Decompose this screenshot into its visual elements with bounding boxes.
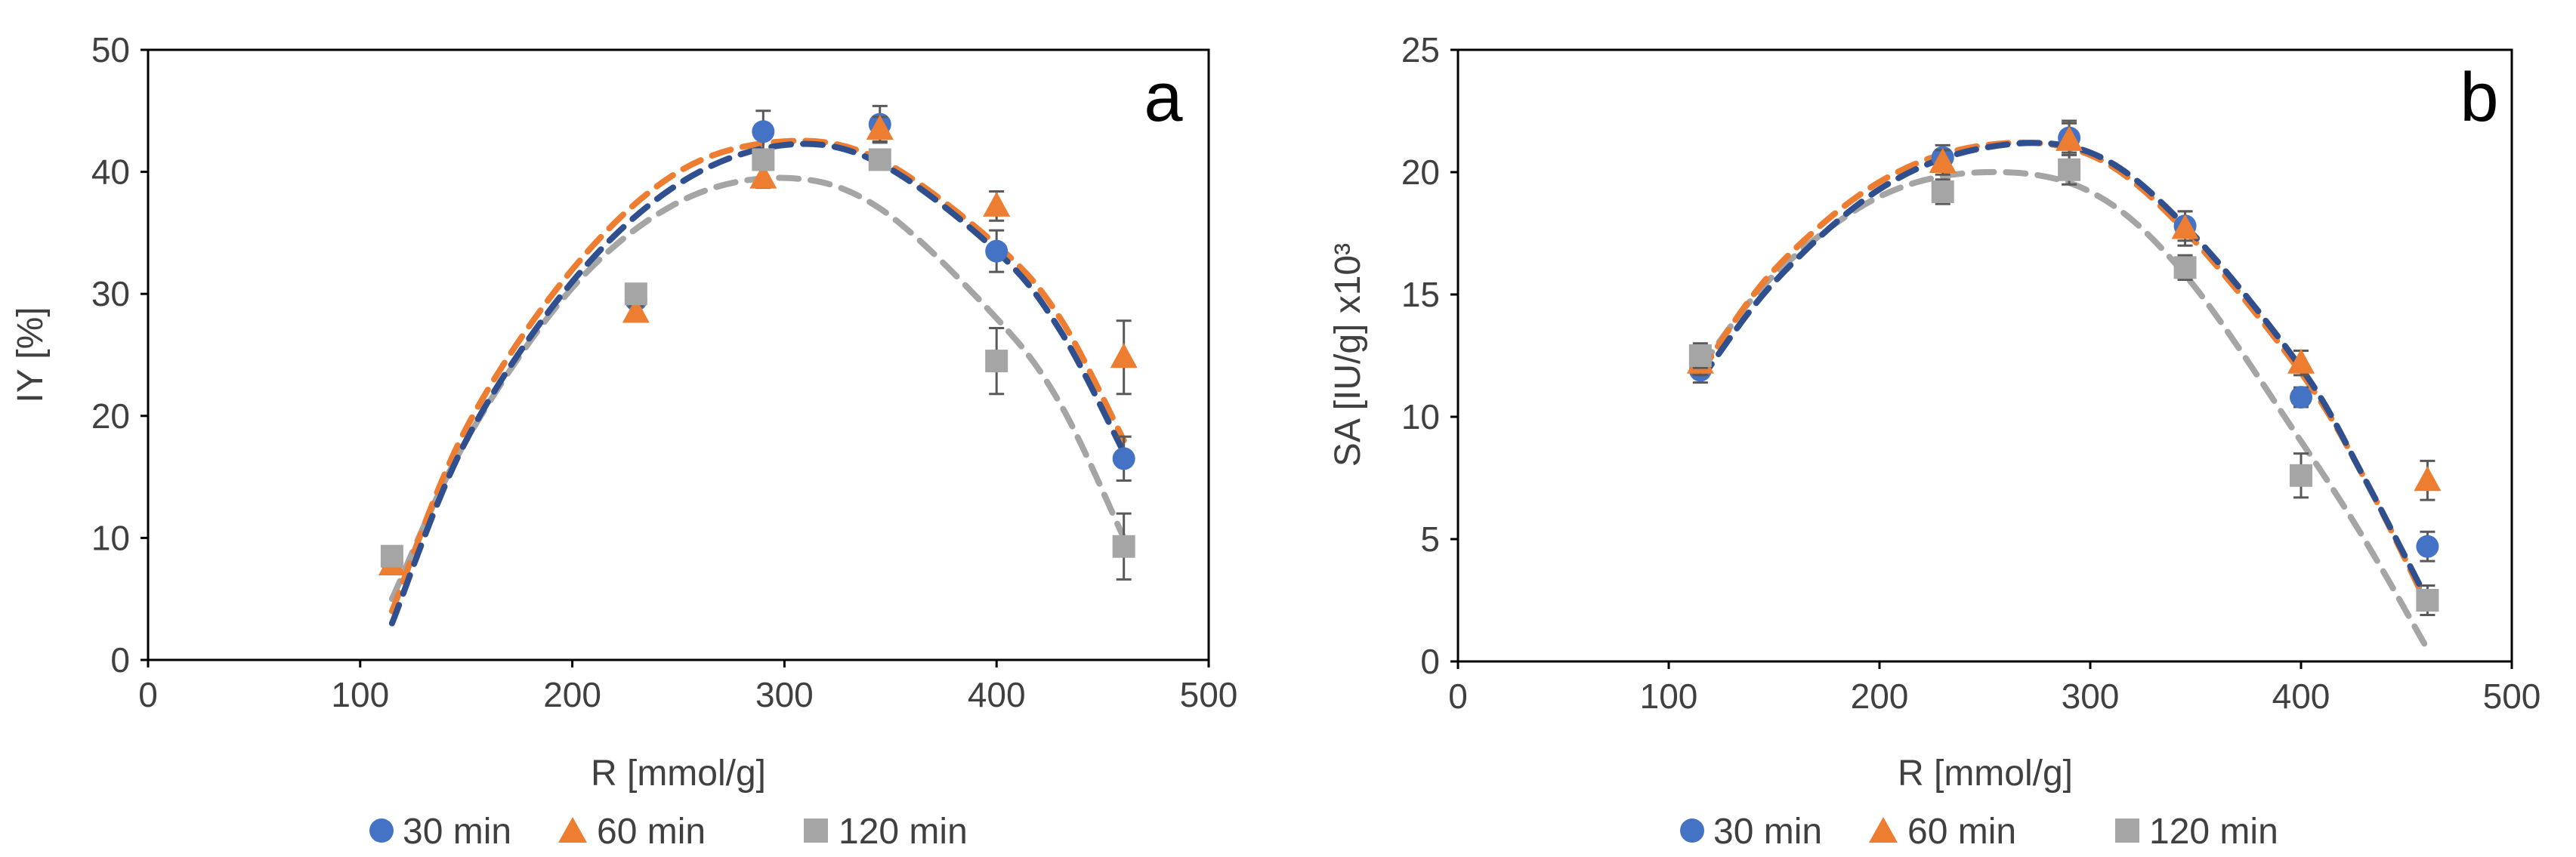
data-point-a-120min-5 (1112, 535, 1135, 558)
legend-b: 30 min 60 min 120 min (1680, 812, 2278, 852)
data-point-a-60min-4 (983, 191, 1011, 217)
data-point-a-120min-4 (985, 350, 1008, 373)
panel-label-b: b (2460, 59, 2498, 136)
data-point-a-120min-2 (752, 148, 775, 171)
data-point-b-60min-5 (2414, 466, 2442, 492)
chart-panel-a: a R [mmol/g] IY [%] 0 100 200 300 400 500 0 10 2… (11, 30, 1237, 794)
y-tick-label-b-4: 20 (1401, 153, 1440, 192)
y-tick-label-a-1: 10 (91, 518, 130, 557)
data-point-b-120min-4 (2290, 464, 2312, 487)
legend-marker-120min-b (2115, 818, 2139, 843)
data-point-b-60min-2 (2056, 125, 2083, 151)
legend-label-30min-b: 30 min (1713, 812, 1822, 852)
data-point-a-60min-1 (622, 297, 650, 323)
legend-label-30min-a: 30 min (403, 812, 511, 852)
data-point-a-30min-2 (752, 120, 775, 143)
data-point-a-60min-3 (866, 115, 894, 140)
y-tick-label-a-4: 40 (91, 153, 130, 192)
legend-label-60min-a: 60 min (597, 812, 706, 852)
x-tick-label-a-4: 400 (968, 675, 1026, 714)
data-point-a-120min-0 (380, 544, 403, 568)
y-tick-label-a-5: 50 (91, 30, 130, 69)
x-tick-label-b-1: 100 (1640, 677, 1698, 716)
data-point-b-120min-1 (1931, 180, 1954, 203)
plot-area-a (148, 50, 1209, 660)
data-point-b-60min-1 (1929, 148, 1957, 174)
x-tick-label-a-5: 500 (1180, 675, 1238, 714)
plot-area-b (1458, 50, 2512, 661)
legend-marker-120min-a (804, 818, 828, 843)
data-point-a-30min-5 (1112, 447, 1135, 470)
y-tick-label-b-0: 0 (1420, 642, 1440, 681)
y-tick-label-b-2: 10 (1401, 397, 1440, 436)
x-tick-label-b-2: 200 (1851, 677, 1909, 716)
x-axis-title-a: R [mmol/g] (591, 754, 766, 794)
x-tick-label-b-4: 400 (2272, 677, 2330, 716)
legend-marker-60min-b (1869, 817, 1898, 843)
fit-curve-b-30min (1697, 140, 2431, 603)
data-point-b-120min-3 (2173, 256, 2197, 279)
y-axis-title-a: IY [%] (11, 307, 51, 402)
data-point-b-120min-0 (1688, 344, 1712, 367)
y-tick-label-b-3: 15 (1401, 275, 1440, 314)
data-point-a-120min-3 (868, 148, 891, 171)
fit-curve-b-60min (1697, 139, 2431, 609)
legend-label-120min-a: 120 min (839, 812, 968, 852)
fit-curve-a-120min (388, 174, 1127, 603)
data-point-b-30min-4 (2290, 386, 2312, 409)
legend-label-120min-b: 120 min (2149, 812, 2278, 852)
data-point-a-30min-4 (985, 239, 1008, 263)
x-tick-label-b-3: 300 (2062, 677, 2120, 716)
data-point-a-120min-1 (624, 282, 647, 306)
x-tick-label-a-1: 100 (331, 675, 389, 714)
data-point-b-30min-5 (2416, 535, 2439, 558)
data-point-b-60min-4 (2287, 348, 2315, 374)
legend-marker-30min-a (369, 818, 394, 843)
y-tick-label-a-3: 30 (91, 274, 130, 313)
x-axis-title-b: R [mmol/g] (1898, 754, 2073, 794)
x-tick-label-b-5: 500 (2483, 677, 2541, 716)
y-tick-label-a-2: 20 (91, 396, 130, 436)
panel-label-a: a (1144, 59, 1183, 136)
data-point-b-60min-3 (2171, 214, 2199, 239)
axes-box-a (147, 48, 1210, 661)
y-axis-title-b: SA [IU/g] x10³ (1328, 243, 1368, 467)
y-tick-label-b-1: 5 (1420, 519, 1440, 559)
fit-curve-a-60min (388, 137, 1127, 615)
legend-marker-60min-a (558, 817, 587, 843)
legend-a: 30 min 60 min 120 min (369, 812, 968, 852)
x-tick-label-a-2: 200 (543, 675, 601, 714)
y-tick-label-b-5: 25 (1401, 30, 1440, 69)
data-point-b-120min-2 (2058, 158, 2081, 181)
axes-box-b (1456, 48, 2513, 663)
legend-label-60min-b: 60 min (1907, 812, 2016, 852)
y-tick-label-a-0: 0 (110, 640, 130, 680)
data-point-a-60min-2 (749, 163, 777, 189)
data-point-b-120min-5 (2416, 589, 2439, 612)
chart-panel-b: b R [mmol/g] SA [IU/g] x10³ 0 100 200 300 40… (1328, 30, 2540, 794)
x-tick-label-a-0: 0 (138, 675, 158, 714)
data-point-a-60min-5 (1110, 343, 1138, 368)
legend-marker-30min-b (1680, 818, 1704, 843)
x-tick-label-a-3: 300 (755, 675, 814, 714)
fit-curve-a-30min (388, 140, 1127, 627)
x-tick-label-b-0: 0 (1448, 677, 1468, 716)
